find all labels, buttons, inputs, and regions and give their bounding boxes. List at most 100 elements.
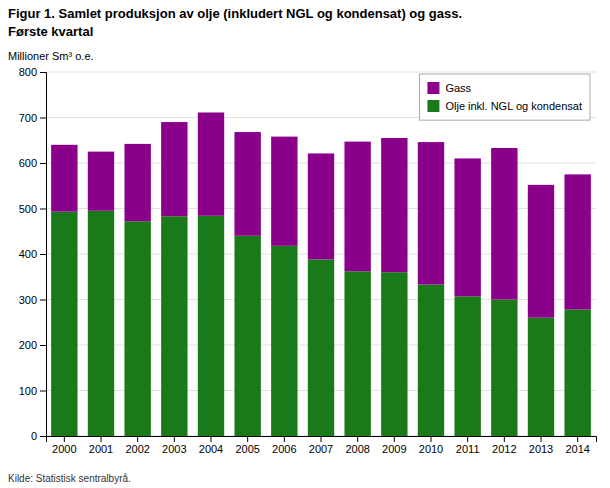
- tick-mark: [40, 391, 46, 392]
- tick-label: 2000: [52, 443, 76, 455]
- y-tick: 200: [19, 339, 46, 351]
- bar: [51, 145, 77, 212]
- tick-label: 2005: [235, 443, 259, 455]
- tick-mark: [40, 436, 46, 437]
- x-tick: 2003: [162, 436, 186, 455]
- x-tick: 2000: [52, 436, 76, 455]
- tick-label: 2003: [162, 443, 186, 455]
- bar: [198, 216, 224, 436]
- legend-label: Gass: [445, 82, 471, 94]
- tick-mark: [577, 436, 578, 442]
- tick-label: 700: [19, 112, 37, 124]
- bar: [344, 142, 370, 272]
- tick-mark: [174, 436, 175, 442]
- bar: [234, 132, 260, 236]
- bar: [491, 300, 517, 437]
- tick-mark: [541, 436, 542, 442]
- tick-mark: [394, 436, 395, 442]
- x-tick: 2013: [529, 436, 553, 455]
- plot: 0 100 200 300 400 500 600 700 800 2000 2001 2002 200…: [19, 66, 597, 455]
- tick-label: 600: [19, 157, 37, 169]
- bar: [88, 152, 114, 211]
- y-axis-label: Millioner Sm³ o.e.: [8, 50, 94, 62]
- tick-mark: [137, 436, 138, 442]
- bar: [381, 138, 407, 272]
- tick-label: 300: [19, 294, 37, 306]
- bar: [528, 185, 554, 318]
- tick-mark: [101, 436, 102, 442]
- tick-mark: [40, 72, 46, 73]
- bar: [418, 142, 444, 284]
- tick-label: 100: [19, 385, 37, 397]
- tick-label: 2002: [125, 443, 149, 455]
- legend-swatch: [427, 82, 439, 94]
- bar: [161, 122, 187, 216]
- bar: [308, 153, 334, 259]
- tick-mark: [321, 436, 322, 442]
- tick-label: 400: [19, 248, 37, 260]
- x-tick: 2009: [382, 436, 406, 455]
- tick-label: 500: [19, 203, 37, 215]
- x-tick: 2010: [419, 436, 443, 455]
- bar: [344, 271, 370, 436]
- bar: [234, 236, 260, 436]
- y-tick: 500: [19, 203, 46, 215]
- bar: [491, 148, 517, 300]
- bar: [124, 221, 150, 436]
- legend-item: Gass: [427, 82, 471, 94]
- bar: [51, 212, 77, 436]
- tick-label: 2007: [309, 443, 333, 455]
- y-tick: 700: [19, 112, 46, 124]
- y-tick: 100: [19, 385, 46, 397]
- subtitle: Første kvartal: [8, 24, 93, 39]
- tick-mark: [40, 254, 46, 255]
- tick-label: 2014: [565, 443, 589, 455]
- grid-line: [46, 72, 596, 73]
- bar: [271, 246, 297, 436]
- bar: [161, 216, 187, 436]
- legend-box: [419, 74, 590, 120]
- y-tick: 800: [19, 66, 46, 78]
- tick-mark: [40, 163, 46, 164]
- tick-label: 800: [19, 66, 37, 78]
- series: [51, 112, 591, 317]
- title: Figur 1. Samlet produksjon av olje (inkl…: [8, 6, 462, 21]
- bars: [51, 112, 591, 436]
- tick-mark: [40, 345, 46, 346]
- bar: [564, 174, 590, 309]
- tick-mark: [211, 436, 212, 442]
- tick-mark: [284, 436, 285, 442]
- tick-label: 2010: [419, 443, 443, 455]
- bar: [454, 296, 480, 436]
- y-tick: 400: [19, 248, 46, 260]
- bar: [124, 144, 150, 221]
- bar: [528, 318, 554, 436]
- legend-swatch: [427, 100, 439, 112]
- tick-label: 2006: [272, 443, 296, 455]
- y-tick: 0: [31, 430, 46, 442]
- tick-label: 2004: [199, 443, 223, 455]
- grid: [46, 72, 596, 436]
- tick-label: 200: [19, 339, 37, 351]
- tick-mark: [357, 436, 358, 442]
- bar: [418, 284, 444, 436]
- y-axis: 0 100 200 300 400 500 600 700 800: [19, 66, 47, 442]
- bar: [564, 310, 590, 436]
- tick-mark: [504, 436, 505, 442]
- tick-label: 2009: [382, 443, 406, 455]
- tick-mark: [40, 300, 46, 301]
- legend: Gass Olje inkl. NGL og kondensat: [419, 74, 590, 120]
- x-tick: 2006: [272, 436, 296, 455]
- x-tick: 2005: [235, 436, 259, 455]
- legend-label: Olje inkl. NGL og kondensat: [445, 100, 582, 112]
- chart: Figur 1. Samlet produksjon av olje (inkl…: [0, 0, 610, 488]
- x-tick: 2007: [309, 436, 333, 455]
- axis-domain: [40, 73, 47, 437]
- legend-item: Olje inkl. NGL og kondensat: [427, 100, 582, 112]
- tick-label: 2001: [89, 443, 113, 455]
- bar: [271, 137, 297, 246]
- bar: [198, 112, 224, 215]
- x-tick: 2002: [125, 436, 149, 455]
- bar: [308, 259, 334, 436]
- tick-label: 2011: [456, 443, 480, 455]
